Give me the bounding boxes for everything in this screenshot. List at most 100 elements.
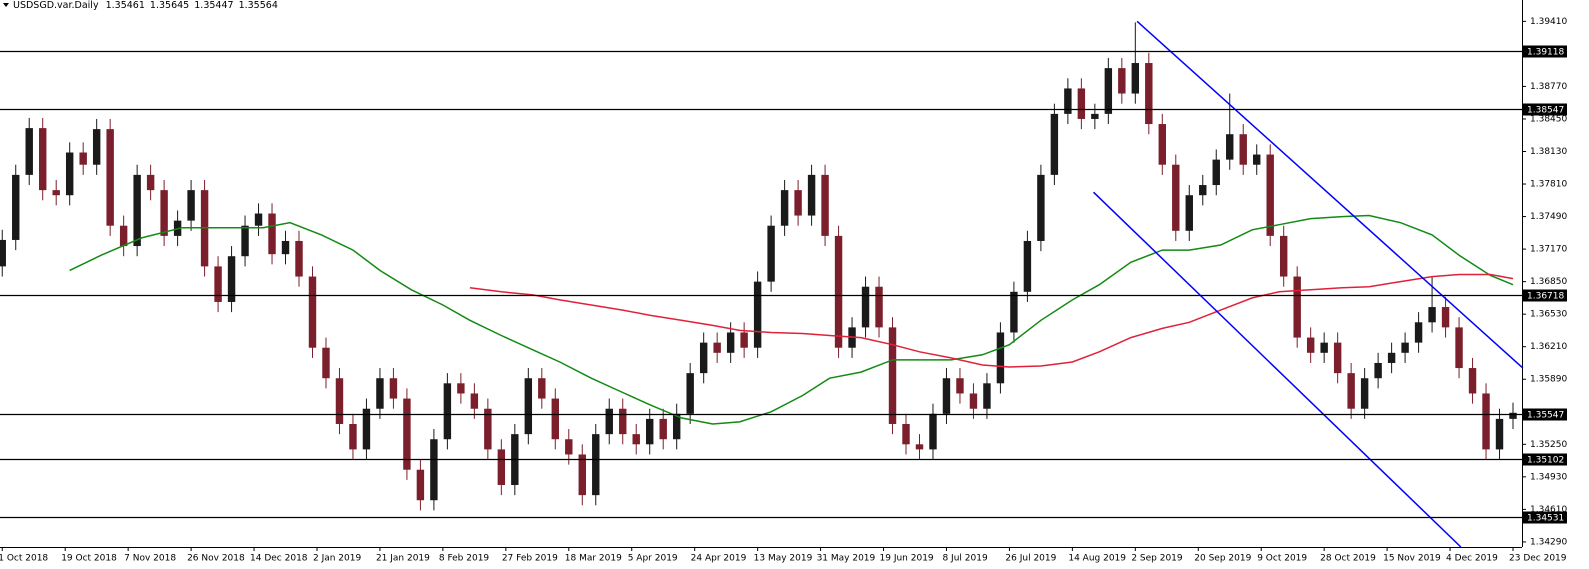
x-tick-label: 20 Sep 2019 <box>1194 554 1251 564</box>
candle-body <box>1104 68 1113 114</box>
candle-body <box>726 332 735 353</box>
candle-body <box>322 347 330 379</box>
x-tick-label: 24 Apr 2019 <box>691 554 747 564</box>
level-label-box <box>1523 511 1567 524</box>
level-label-box <box>1523 453 1567 466</box>
candle-body <box>39 128 47 191</box>
x-tick-label: 4 Dec 2019 <box>1446 554 1498 564</box>
candle-body <box>457 383 465 394</box>
header-close: 1.35564 <box>239 0 278 11</box>
y-tick-label: 1.37170 <box>1530 245 1567 255</box>
candle-body <box>699 342 708 374</box>
candle-body <box>929 413 937 450</box>
candle-body <box>1077 88 1086 119</box>
candle-body <box>1401 342 1409 353</box>
candle-body <box>632 434 640 445</box>
candle-body <box>1306 337 1315 353</box>
candle-body <box>1050 113 1059 175</box>
y-tick-label: 1.34930 <box>1530 472 1567 482</box>
candle-body <box>1468 368 1477 394</box>
candle-body <box>1145 63 1153 125</box>
candle-body <box>524 378 533 435</box>
candle-body <box>1266 154 1274 236</box>
candle-body <box>497 449 506 485</box>
level-label-box <box>1523 408 1567 421</box>
candle-body <box>538 378 546 399</box>
x-tick-label: 13 May 2019 <box>754 554 813 564</box>
level-label-box <box>1523 103 1567 116</box>
x-tick-label: 8 Jul 2019 <box>942 554 987 564</box>
candle-body <box>1414 322 1423 343</box>
candle-body <box>915 444 924 450</box>
candle-body <box>133 174 141 247</box>
candle-body <box>780 190 789 226</box>
x-tick-label: 2 Jan 2019 <box>313 554 361 564</box>
candle-body <box>389 378 398 399</box>
candle-body <box>349 423 357 450</box>
candle-body <box>1360 378 1369 409</box>
candle-body <box>646 418 654 445</box>
candle-body <box>551 398 560 440</box>
candle-body <box>1158 124 1167 165</box>
candle-body <box>1482 393 1490 450</box>
header-open: 1.35461 <box>106 0 145 11</box>
candle-body <box>295 240 303 277</box>
candle-body <box>106 129 114 226</box>
level-label: 1.35102 <box>1527 456 1564 466</box>
chart-header: USDSGD.var.Daily 1.35461 1.35645 1.35447… <box>13 0 278 11</box>
x-tick-label: 14 Aug 2019 <box>1068 554 1126 564</box>
candle-body <box>740 332 748 348</box>
y-tick-label: 1.36210 <box>1530 342 1567 352</box>
candle-body <box>241 225 249 257</box>
y-tick-label: 1.35250 <box>1530 440 1567 450</box>
moving-average-line <box>469 273 1514 368</box>
x-tick-label: 8 Feb 2019 <box>439 554 490 564</box>
candle-body <box>1185 195 1193 231</box>
candle-body <box>956 378 964 394</box>
y-tick-label: 1.38130 <box>1530 147 1567 157</box>
x-tick-label: 31 May 2019 <box>817 554 876 564</box>
candle-body <box>160 190 168 236</box>
chart-title: USDSGD.var.Daily <box>13 0 99 11</box>
candle-body <box>484 408 492 450</box>
candle-body <box>335 378 344 424</box>
x-tick-label: 26 Nov 2018 <box>187 554 245 564</box>
x-tick-label: 7 Nov 2018 <box>124 554 176 564</box>
candle-body <box>1131 63 1140 94</box>
candle-body <box>1441 307 1450 328</box>
candle-body <box>470 393 479 409</box>
x-tick-label: 26 Jul 2019 <box>1005 554 1056 564</box>
candle-body <box>1293 276 1301 338</box>
candle-body <box>187 190 195 221</box>
candle-body <box>92 129 101 165</box>
y-tick-label: 1.37490 <box>1530 212 1567 222</box>
candle-body <box>376 378 384 409</box>
level-label: 1.38547 <box>1527 106 1564 116</box>
candle-body <box>1509 412 1517 419</box>
candle-body <box>1320 342 1328 353</box>
candle-body <box>605 408 613 435</box>
candle-body <box>578 454 586 496</box>
candle-body <box>0 239 6 267</box>
candle-body <box>983 383 991 409</box>
candle-body <box>1226 134 1234 160</box>
y-tick-label: 1.38770 <box>1530 82 1567 92</box>
x-tick-label: 23 Dec 2019 <box>1509 554 1567 564</box>
candle-body <box>1172 164 1180 231</box>
candle-body <box>52 190 60 196</box>
candle-body <box>996 332 1005 384</box>
candle-body <box>1333 342 1342 374</box>
x-tick-label: 19 Oct 2018 <box>61 554 117 564</box>
candle-body <box>888 327 897 424</box>
candle-body <box>565 439 573 455</box>
candle-body <box>227 256 236 302</box>
candle-body <box>1064 88 1072 114</box>
header-arrow <box>3 3 9 7</box>
x-tick-label: 21 Jan 2019 <box>376 554 430 564</box>
candle-body <box>767 225 775 282</box>
candle-body <box>362 408 371 450</box>
candle-body <box>834 235 843 348</box>
candle-body <box>821 174 829 236</box>
candle-body <box>1212 159 1220 186</box>
candle-body <box>592 434 600 496</box>
